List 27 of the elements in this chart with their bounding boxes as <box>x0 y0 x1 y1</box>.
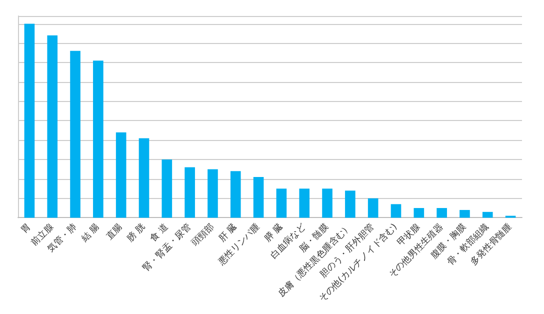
bar <box>414 208 424 218</box>
bar <box>390 204 402 218</box>
bar <box>70 50 80 218</box>
bar <box>368 198 378 218</box>
x-tick-label: 頭頸部 <box>189 221 216 248</box>
x-tick-label: 直腸 <box>104 221 125 242</box>
bar <box>138 138 150 218</box>
bar <box>47 35 58 218</box>
bar <box>116 132 126 218</box>
bar <box>436 208 447 218</box>
bar <box>322 188 332 218</box>
x-tick-label: 胃 <box>20 222 33 236</box>
x-tick-label: 肝 臓 <box>216 221 240 244</box>
bar <box>482 212 493 218</box>
x-tick-label: 膀 胱 <box>125 221 148 244</box>
x-tick-label: 結 腸 <box>78 221 102 245</box>
bar <box>276 188 287 218</box>
bar <box>230 171 241 218</box>
bar <box>24 24 35 218</box>
bar <box>184 167 195 218</box>
bar <box>208 169 218 218</box>
bar <box>253 176 264 218</box>
bar <box>345 190 356 218</box>
bar <box>162 160 172 218</box>
bar <box>93 60 104 218</box>
bar <box>299 188 310 218</box>
bar <box>460 210 470 218</box>
